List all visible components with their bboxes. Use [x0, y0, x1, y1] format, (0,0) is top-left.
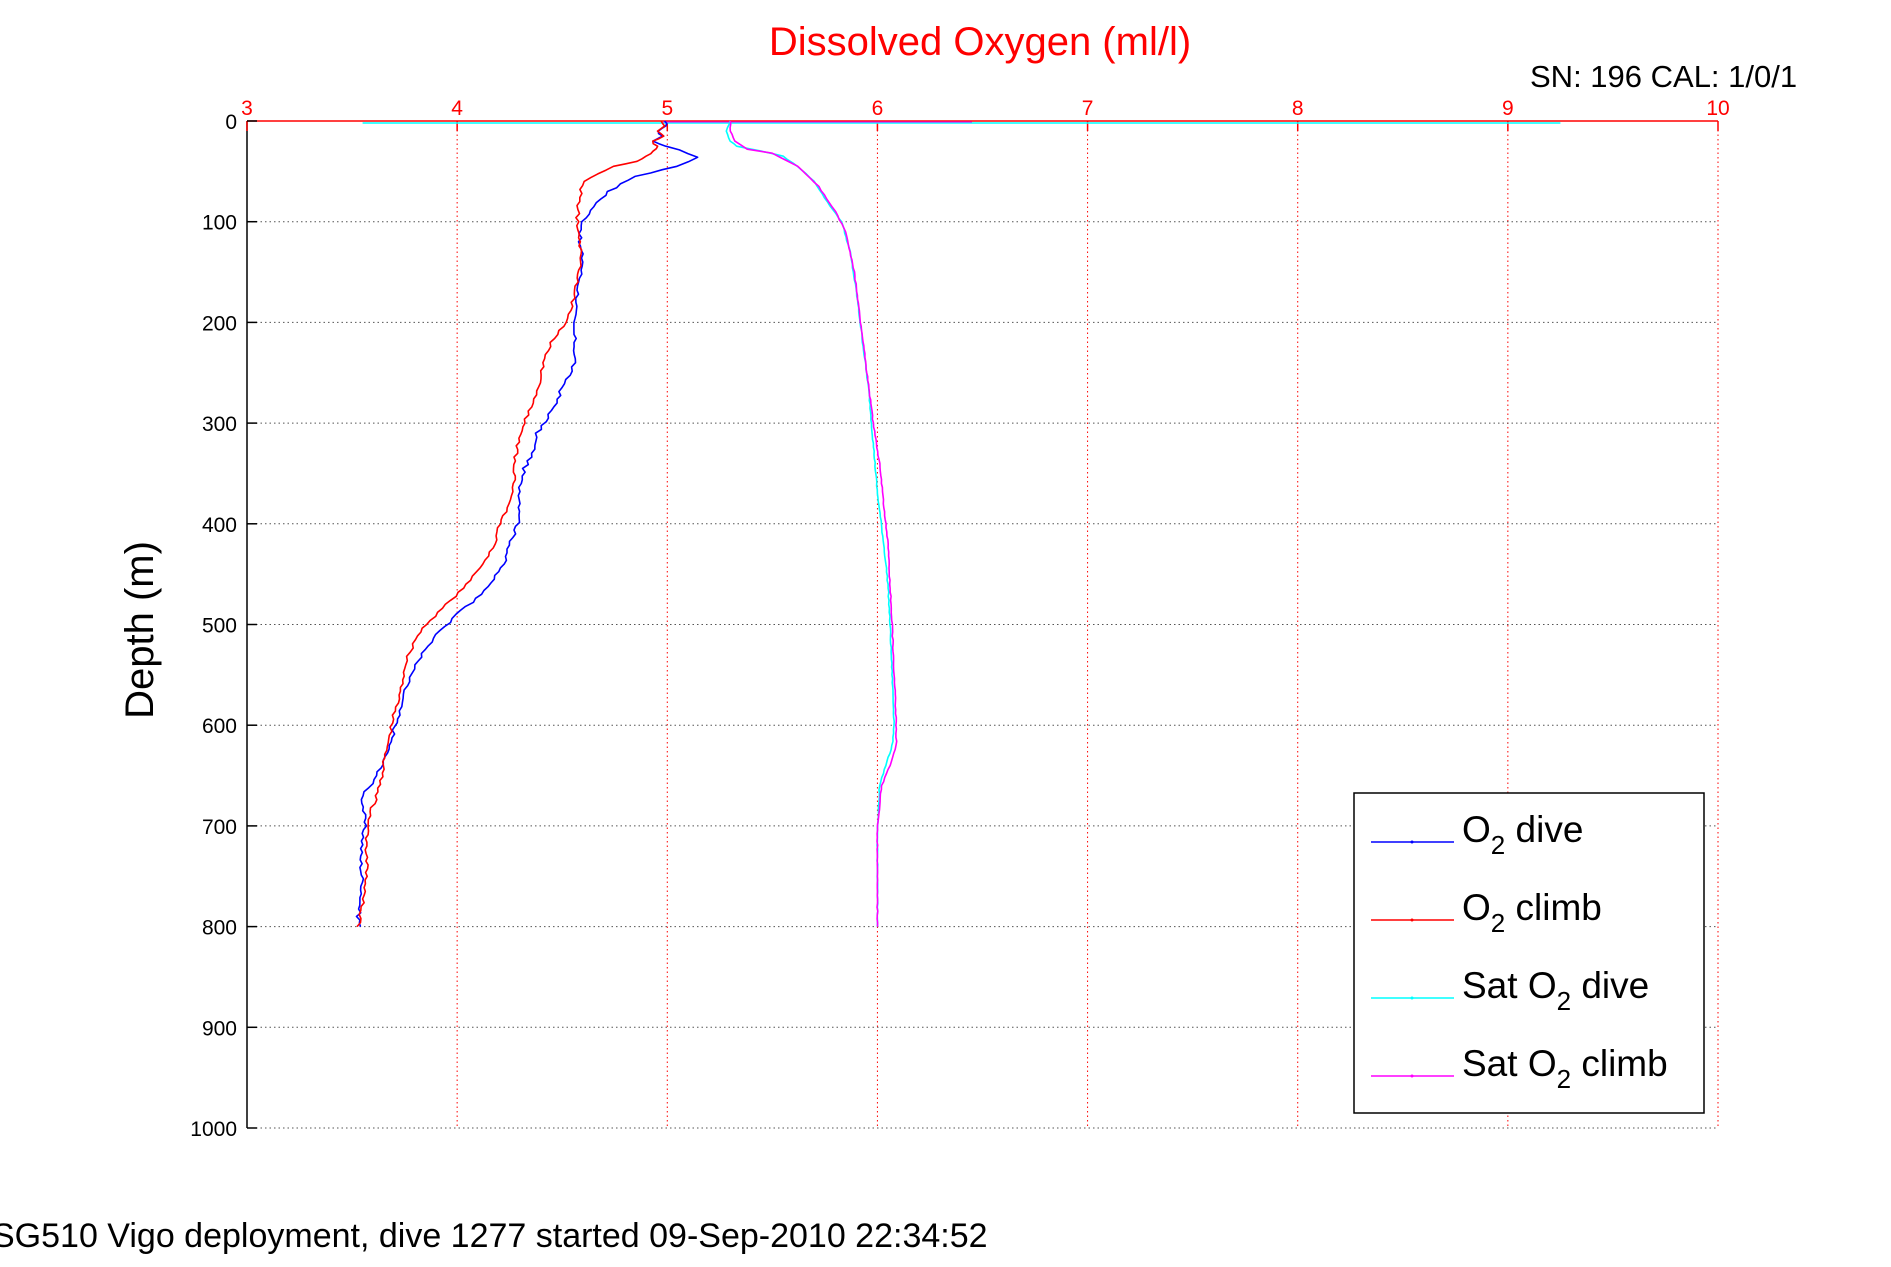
legend-label-suffix: climb [1505, 887, 1602, 928]
legend-marker [1410, 1074, 1414, 1078]
legend-entry-label: O2 climb [1462, 887, 1602, 938]
legend-label-text: O [1462, 887, 1491, 928]
x-tick-label: 4 [451, 97, 463, 120]
legend-label-text: Sat O [1462, 1043, 1557, 1084]
legend-box [1353, 792, 1705, 1114]
footer-caption: SG510 Vigo deployment, dive 1277 started… [0, 1217, 988, 1255]
y-tick-label: 400 [202, 514, 237, 537]
x-tick-label: 3 [241, 97, 253, 120]
legend-entry-label: Sat O2 climb [1462, 1043, 1668, 1094]
y-tick-label: 300 [202, 413, 237, 436]
y-tick-label: 600 [202, 715, 237, 738]
series-line-sat-o2-climb [729, 120, 898, 927]
y-tick-label: 0 [225, 111, 237, 134]
x-tick-label: 5 [661, 97, 673, 120]
y-tick-label: 900 [202, 1017, 237, 1040]
legend-label-subscript: 2 [1557, 1064, 1571, 1094]
legend-label-subscript: 2 [1557, 986, 1571, 1016]
y-tick-label: 800 [202, 917, 237, 940]
y-tick-label: 700 [202, 816, 237, 839]
x-tick-label: 8 [1292, 97, 1304, 120]
serial-calibration-label: SN: 196 CAL: 1/0/1 [1530, 59, 1797, 94]
series-line-o2-climb [356, 120, 666, 928]
y-tick-label: 500 [202, 615, 237, 638]
legend-label-subscript: 2 [1491, 830, 1505, 860]
legend-label-text: Sat O [1462, 965, 1557, 1006]
y-tick-label: 100 [202, 212, 237, 235]
y-tick-label: 1000 [190, 1118, 237, 1141]
legend-label-suffix: dive [1571, 965, 1649, 1006]
legend-marker [1410, 996, 1414, 1000]
grid [247, 121, 1719, 1129]
series-line-o2-dive [355, 120, 699, 927]
x-tick-label: 6 [872, 97, 884, 120]
legend-entry-label: Sat O2 dive [1462, 965, 1649, 1016]
x-tick-label: 9 [1502, 97, 1514, 120]
legend-label-text: O [1462, 809, 1491, 850]
y-tick-label: 200 [202, 312, 237, 335]
axes: 3 4 5 6 7 8 9 100100200300400500600700800900100… [190, 97, 1729, 1141]
legend-label-suffix: climb [1571, 1043, 1668, 1084]
legend-entry-label: O2 dive [1462, 809, 1583, 860]
legend-marker [1410, 840, 1414, 844]
legend-label-subscript: 2 [1491, 908, 1505, 938]
legend-marker [1410, 918, 1414, 922]
x-tick-label: 7 [1082, 97, 1094, 120]
y-axis-label: Depth (m) [118, 541, 162, 719]
plot-series [355, 120, 1561, 928]
x-tick-label: 10 [1706, 97, 1729, 120]
legend-label-suffix: dive [1505, 809, 1583, 850]
chart-title: Dissolved Oxygen (ml/l) [769, 20, 1191, 64]
